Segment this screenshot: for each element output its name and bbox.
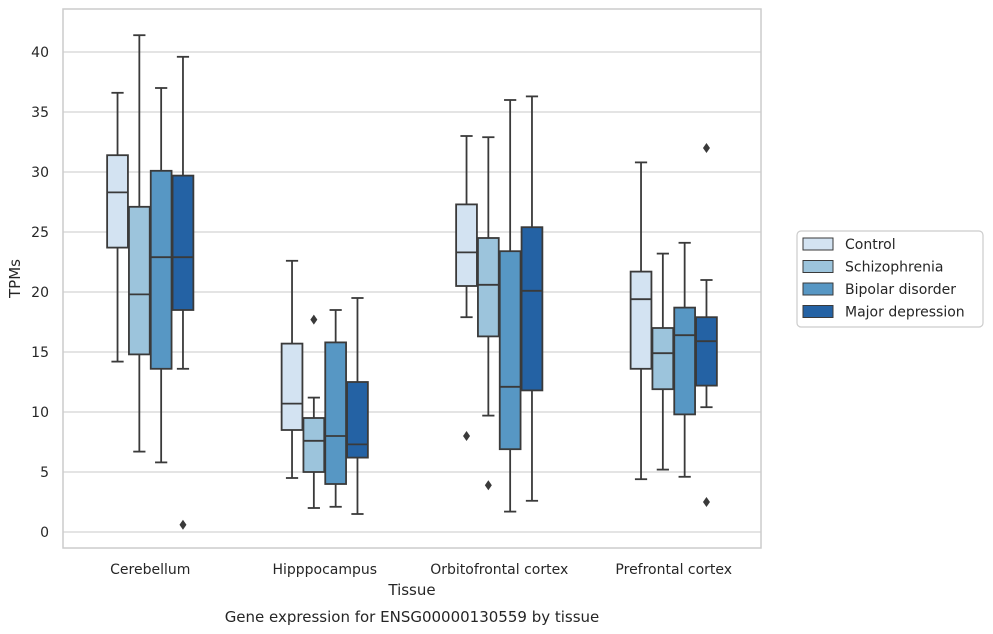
legend-swatch <box>802 282 834 296</box>
iqr-box <box>673 306 696 416</box>
iqr-box <box>346 381 369 459</box>
iqr-box <box>280 342 304 431</box>
plot-frame <box>62 8 762 549</box>
box-0-1 <box>128 34 151 453</box>
iqr-box <box>106 154 129 249</box>
y-tick-label: 20 <box>31 285 49 301</box>
box-3-1 <box>651 252 675 471</box>
box-series-layer <box>106 34 718 530</box>
legend-label: Schizophrenia <box>845 260 943 276</box>
outlier-point <box>310 314 318 325</box>
x-tick-label: Prefrontal cortex <box>615 562 732 578</box>
x-tick-label: Orbitofrontal cortex <box>430 562 568 578</box>
box-0-0 <box>106 91 129 363</box>
y-tick-label: 35 <box>31 105 49 121</box>
x-tick-label: Cerebellum <box>110 562 190 578</box>
legend-swatch <box>802 305 834 318</box>
iqr-box <box>128 205 151 356</box>
x-tick-labels: Cerebellum Hipppocampus Orbitofrontal cort… <box>110 562 732 578</box>
y-tick-label: 40 <box>31 45 49 61</box>
y-tick-label: 15 <box>31 345 49 361</box>
outlier-point <box>702 143 710 153</box>
outlier-point <box>463 431 471 441</box>
iqr-box <box>498 250 522 451</box>
box-3-3 <box>695 143 718 507</box>
legend: Control Schizophrenia Bipolar disorder Majo… <box>796 230 984 328</box>
box-0-3 <box>171 55 195 530</box>
iqr-box <box>477 237 500 338</box>
box-1-3 <box>346 297 369 515</box>
y-tick-label: 10 <box>31 405 49 421</box>
outlier-point <box>484 480 492 491</box>
box-2-2 <box>498 99 522 513</box>
y-tick-labels: 0 5 10 15 20 25 30 35 40 <box>31 45 49 541</box>
outlier-point <box>179 519 187 530</box>
legend-label: Bipolar disorder <box>845 282 956 298</box>
iqr-box <box>695 316 718 387</box>
outlier-point <box>702 497 710 507</box>
box-1-2 <box>324 309 347 508</box>
legend-frame <box>796 230 984 328</box>
y-tick-label: 0 <box>40 525 49 541</box>
box-1-0 <box>280 259 304 479</box>
iqr-box <box>324 341 347 485</box>
box-2-3 <box>520 95 544 502</box>
y-tick-label: 25 <box>31 225 49 241</box>
legend-label: Control <box>845 237 896 253</box>
legend-label: Major depression <box>845 305 965 321</box>
plot-border <box>62 8 762 549</box>
legend-swatch <box>802 260 834 273</box>
y-axis-label: TPMs <box>6 259 24 299</box>
y-tick-label: 5 <box>40 465 49 481</box>
iqr-box <box>520 226 544 392</box>
box-3-2 <box>673 241 696 478</box>
box-0-2 <box>149 87 173 464</box>
legend-swatch <box>802 237 834 251</box>
iqr-box <box>629 270 653 370</box>
box-3-0 <box>629 161 653 481</box>
iqr-box <box>455 203 478 287</box>
box-2-0 <box>455 135 478 441</box>
iqr-box <box>149 169 173 370</box>
x-tick-label: Hipppocampus <box>272 562 377 578</box>
figure-caption: Gene expression for ENSG00000130559 by t… <box>225 608 600 626</box>
box-1-1 <box>302 314 326 509</box>
iqr-box <box>651 327 675 391</box>
y-tick-label: 30 <box>31 165 49 181</box>
iqr-box <box>302 417 326 473</box>
box-2-1 <box>477 136 500 491</box>
iqr-box <box>171 174 195 311</box>
x-axis-label: Tissue <box>387 581 435 599</box>
